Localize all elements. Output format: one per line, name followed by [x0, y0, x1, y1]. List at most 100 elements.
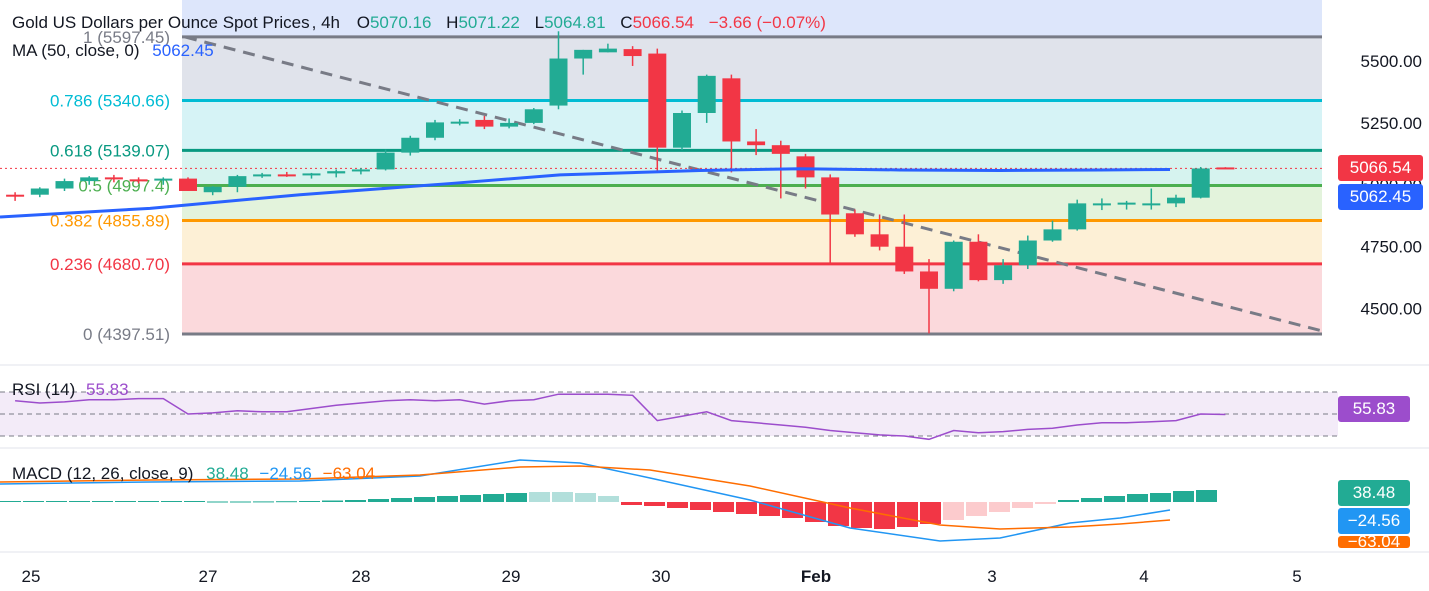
rsi-pane	[0, 364, 1429, 441]
macd-hist-bar	[276, 501, 297, 503]
ma-price-badge: 5062.45	[1338, 184, 1423, 210]
macd-pane	[0, 447, 1429, 542]
hist-badge: −63.04	[1338, 536, 1410, 548]
candle-body	[969, 241, 988, 281]
macd-hist-bar	[1012, 502, 1033, 508]
fib-label: 0.786 (5340.66)	[50, 91, 170, 110]
macd-hist-bar	[1081, 498, 1102, 502]
candle-body	[796, 156, 815, 178]
macd-hist-bar	[506, 493, 527, 502]
candle-body	[598, 48, 617, 53]
macd-hist-bar	[644, 502, 665, 506]
candle-body	[722, 78, 741, 142]
time-tick-label: 28	[352, 567, 371, 586]
price-tick-label: 4750.00	[1361, 238, 1422, 257]
candle-body	[55, 181, 74, 189]
candle-body	[450, 121, 469, 124]
candle-body	[475, 119, 494, 127]
candle-body	[920, 271, 938, 289]
macd-hist-bar	[23, 501, 44, 502]
fib-zone	[182, 150, 1322, 186]
macd-hist-bar	[897, 502, 918, 527]
candle-body	[203, 186, 222, 193]
price-tick-label: 4500.00	[1361, 300, 1422, 319]
trendline-segment	[184, 35, 1323, 333]
fibonacci-zones	[182, 0, 1322, 334]
candle-body	[179, 178, 197, 191]
open-label: O	[356, 13, 370, 32]
time-tick-label: 5	[1292, 567, 1301, 586]
candle-body	[351, 169, 370, 172]
candles	[6, 31, 1235, 334]
candle-body	[574, 49, 593, 59]
candle-body	[870, 234, 889, 247]
change-value: −3.66 (−0.07%)	[708, 13, 826, 32]
candle-body	[6, 194, 25, 197]
macd-hist-bar	[0, 501, 21, 502]
time-tick-label: 25	[22, 567, 41, 586]
candle-body	[771, 145, 790, 154]
signal-badge: −24.56	[1338, 508, 1410, 534]
candle-body	[327, 171, 346, 174]
macd-hist-bar	[207, 501, 228, 503]
rsi-legend-label: RSI (14)	[12, 380, 76, 399]
candle-body	[1068, 203, 1087, 230]
candle-body	[277, 174, 296, 177]
candle-body	[1167, 197, 1185, 204]
candle-body	[80, 177, 99, 182]
macd-hist-bar	[828, 502, 849, 526]
price-tick-label: 5500.00	[1361, 52, 1422, 71]
candle-body	[747, 141, 766, 146]
macd-hist-bar	[690, 502, 711, 510]
fib-zone	[182, 36, 1322, 101]
candle-body	[30, 188, 49, 195]
low-value: 5064.81	[544, 13, 606, 32]
candle-body	[426, 122, 444, 138]
candle-body	[821, 177, 840, 215]
candle-body	[994, 265, 1013, 281]
time-tick-label: 4	[1139, 567, 1148, 586]
macd-hist-bar	[46, 501, 67, 502]
macd-legend-label: MACD (12, 26, close, 9)	[12, 464, 194, 483]
macd-badge: 38.48	[1338, 480, 1410, 506]
macd-hist-bar	[322, 500, 343, 502]
ma-legend-label: MA (50, close, 0)	[12, 41, 140, 60]
fib-zone	[182, 263, 1322, 334]
macd-hist-bar	[368, 499, 389, 502]
fib-zone-top	[182, 0, 1322, 37]
fibonacci-lines	[182, 35, 1322, 336]
macd-hist-bar	[1196, 490, 1217, 502]
time-tick-label: 29	[502, 567, 521, 586]
macd-hist-bar	[1058, 500, 1079, 502]
macd-hist-bar	[552, 492, 573, 502]
price-tick-label: 5250.00	[1361, 114, 1422, 133]
candle-body	[1142, 203, 1161, 206]
macd-hist-bar	[138, 501, 159, 502]
time-tick-label: 30	[652, 567, 671, 586]
candle-body	[1216, 167, 1235, 170]
macd-hist-bar	[483, 494, 504, 502]
rsi-legend-value: 55.83	[86, 380, 129, 399]
candle-body	[129, 179, 148, 182]
interval-label: 4h	[321, 13, 340, 32]
signal-line	[0, 465, 1171, 530]
low-label: L	[534, 13, 545, 32]
macd-hist-bar	[69, 501, 90, 502]
candle-body	[895, 246, 914, 272]
candle-body	[673, 112, 691, 148]
macd-hist-bar	[920, 502, 941, 524]
macd-hist-bar	[391, 498, 412, 502]
candle-body	[648, 53, 667, 148]
fibonacci-labels: 1 (5597.45) 0.786 (5340.66) 0.618 (5139.07…	[50, 28, 170, 344]
macd-hist-bar	[1150, 493, 1171, 502]
macd-hist-bar	[989, 502, 1010, 512]
candle-body	[376, 152, 395, 170]
macd-legend-v1: 38.48	[206, 464, 249, 483]
candle-body	[1117, 202, 1136, 205]
time-tick-label: 27	[199, 567, 218, 586]
macd-hist-bar	[299, 501, 320, 502]
open-value: 5070.16	[369, 13, 432, 32]
high-label: H	[446, 13, 459, 32]
macd-line	[0, 459, 1171, 542]
